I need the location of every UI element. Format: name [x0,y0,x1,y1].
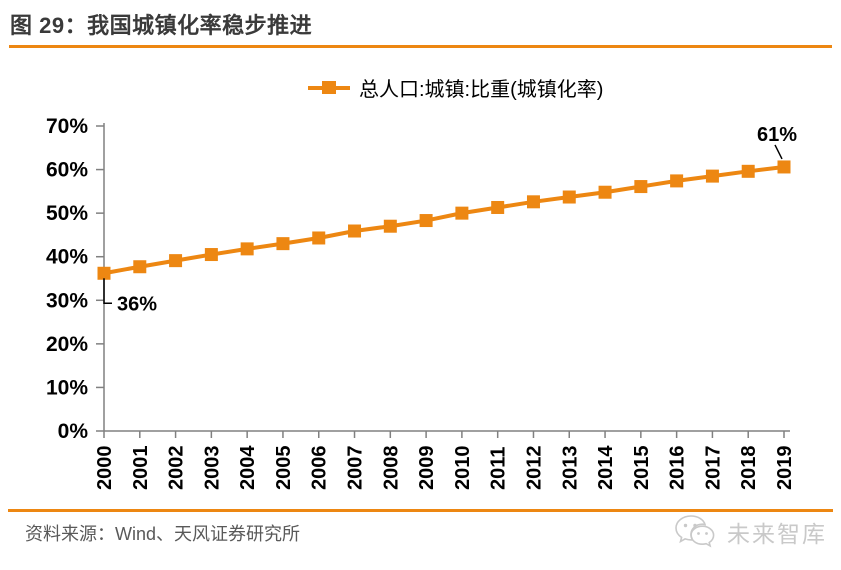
legend-series-label: 总人口:城镇:比重(城镇化率) [359,78,604,101]
x-tick-label: 2014 [595,445,617,490]
legend-series-marker-icon [308,80,350,94]
brand-watermark: 未来智库 [673,513,827,551]
annotation-label: 36% [117,293,157,315]
x-tick-label: 2017 [702,446,724,491]
x-tick-label: 2018 [738,446,760,491]
x-tick-label: 2001 [130,446,152,491]
x-tick-label: 2019 [774,446,796,491]
x-tick-label: 2012 [523,446,545,491]
x-tick-label: 2000 [94,446,116,491]
marker-2016 [670,174,684,188]
marker-2013 [562,190,576,204]
x-tick-label: 2007 [345,446,367,491]
y-tick-label: 30% [46,289,88,312]
footer-divider [8,509,833,512]
y-tick-label: 50% [46,202,88,225]
marker-2001 [133,260,147,274]
urbanization-line-chart: 0% 10% 20% 30% 40% 50% 60% 70% 2000 2001 2002 2003 2… [46,115,797,491]
y-tick-label: 0% [58,420,89,443]
marker-2008 [383,219,397,233]
annotation-label: 61% [757,124,797,146]
x-tick-label: 2015 [631,446,653,491]
source-text: 资料来源：Wind、天风证券研究所 [25,524,301,544]
marker-2012 [526,195,540,209]
x-tick-label: 2006 [309,446,331,491]
marker-2011 [491,200,505,214]
annotation-leader [774,144,783,160]
x-tick-label: 2003 [201,446,223,491]
legend-square-icon [322,80,336,94]
marker-2015 [634,180,648,194]
annotation-leader [103,278,112,305]
x-tick-label: 2013 [559,446,581,491]
y-tick-label: 20% [46,333,88,356]
x-tick-label: 2016 [667,446,689,491]
title-divider [9,45,832,48]
marker-2014 [598,185,612,199]
marker-2006 [312,231,326,245]
marker-2005 [276,237,290,251]
x-tick-label: 2002 [166,446,188,491]
x-tick-label: 2010 [452,446,474,491]
y-tick-label: 10% [46,376,88,399]
marker-2007 [348,224,362,238]
marker-2002 [169,254,183,268]
figure-title: 图 29：我国城镇化率稳步推进 [10,13,313,38]
marker-2004 [240,242,254,256]
y-tick-label: 40% [46,246,88,269]
marker-2000 [97,266,111,280]
marker-2019 [777,160,791,174]
x-tick-label: 2009 [416,446,438,491]
wechat-icon [675,515,715,548]
y-tick-label: 60% [46,159,88,182]
y-tick-label: 70% [46,115,88,138]
brand-name: 未来智库 [727,521,827,547]
x-tick-label: 2011 [488,447,510,490]
marker-2010 [455,206,469,220]
marker-2009 [419,214,433,228]
marker-2018 [741,164,755,178]
chart-area: 0% 10% 20% 30% 40% 50% 60% 70% 2000 2001 2002 2003 2… [0,105,841,505]
x-tick-label: 2008 [380,446,402,491]
x-tick-label: 2005 [273,446,295,491]
x-tick-label: 2004 [237,445,259,490]
chart-legend: 总人口:城镇:比重(城镇化率) [308,74,604,101]
marker-2003 [204,248,218,262]
marker-2017 [705,169,719,183]
